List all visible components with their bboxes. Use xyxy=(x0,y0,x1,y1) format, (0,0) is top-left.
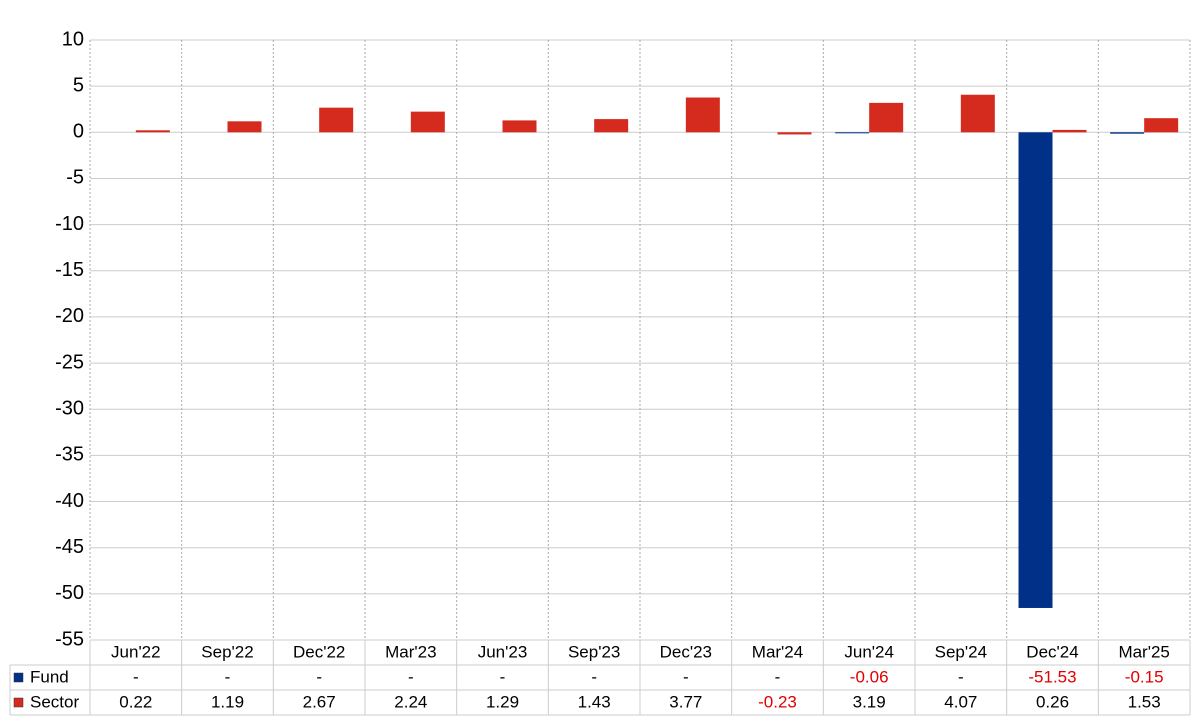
bar xyxy=(135,130,170,133)
table-value: - xyxy=(133,667,139,686)
table-value: 2.24 xyxy=(394,692,427,711)
table-value: 3.19 xyxy=(853,692,886,711)
x-tick-label: Jun'22 xyxy=(111,642,161,661)
y-tick-label: -35 xyxy=(55,444,84,466)
table-value: - xyxy=(316,667,322,686)
table-value: -0.06 xyxy=(850,667,889,686)
x-tick-label: Dec'24 xyxy=(1026,642,1078,661)
bar xyxy=(594,119,629,133)
y-tick-label: -55 xyxy=(55,628,84,650)
bar xyxy=(960,94,995,133)
x-tick-label: Mar'23 xyxy=(385,642,436,661)
legend-label: Fund xyxy=(30,667,69,686)
x-tick-label: Mar'24 xyxy=(752,642,803,661)
table-value: 3.77 xyxy=(669,692,702,711)
table-value: -51.53 xyxy=(1028,667,1076,686)
y-tick-label: -15 xyxy=(55,259,84,281)
x-tick-label: Sep'22 xyxy=(201,642,253,661)
legend-swatch xyxy=(13,697,24,708)
bar xyxy=(502,120,537,133)
x-tick-label: Jun'23 xyxy=(478,642,528,661)
table-value: -0.23 xyxy=(758,692,797,711)
table-value: - xyxy=(225,667,231,686)
y-tick-label: -45 xyxy=(55,536,84,558)
table-value: - xyxy=(408,667,414,686)
table-value: 0.26 xyxy=(1036,692,1069,711)
table-value: 0.22 xyxy=(119,692,152,711)
y-tick-label: 5 xyxy=(73,74,84,96)
y-tick-label: -40 xyxy=(55,490,84,512)
x-tick-label: Sep'24 xyxy=(935,642,987,661)
x-tick-label: Dec'23 xyxy=(660,642,712,661)
x-tick-label: Dec'22 xyxy=(293,642,345,661)
table-value: 2.67 xyxy=(303,692,336,711)
y-tick-label: 0 xyxy=(73,121,84,143)
y-tick-label: -5 xyxy=(66,167,84,189)
bar xyxy=(1110,132,1145,134)
table-value: 4.07 xyxy=(944,692,977,711)
x-tick-label: Jun'24 xyxy=(844,642,894,661)
bar xyxy=(410,111,445,133)
bar xyxy=(1052,129,1087,133)
y-tick-label: -50 xyxy=(55,582,84,604)
bar xyxy=(835,132,870,134)
bar xyxy=(319,107,354,133)
bar xyxy=(869,102,904,133)
table-value: 1.53 xyxy=(1128,692,1161,711)
bar xyxy=(685,97,720,133)
legend-label: Sector xyxy=(30,692,79,711)
table-value: - xyxy=(958,667,964,686)
legend-swatch xyxy=(13,672,24,683)
bar xyxy=(1018,132,1053,608)
x-tick-label: Mar'25 xyxy=(1118,642,1169,661)
y-tick-label: -25 xyxy=(55,351,84,373)
y-tick-label: 10 xyxy=(62,28,84,50)
y-tick-label: -20 xyxy=(55,305,84,327)
table-value: 1.19 xyxy=(211,692,244,711)
table-value: - xyxy=(775,667,781,686)
table-value: - xyxy=(683,667,689,686)
table-value: - xyxy=(591,667,597,686)
y-tick-label: -10 xyxy=(55,213,84,235)
bar xyxy=(227,121,262,133)
bar xyxy=(777,132,812,135)
table-value: 1.29 xyxy=(486,692,519,711)
bar xyxy=(1144,118,1179,133)
x-tick-label: Sep'23 xyxy=(568,642,620,661)
table-value: - xyxy=(500,667,506,686)
table-value: 1.43 xyxy=(578,692,611,711)
table-value: -0.15 xyxy=(1125,667,1164,686)
y-tick-label: -30 xyxy=(55,398,84,420)
